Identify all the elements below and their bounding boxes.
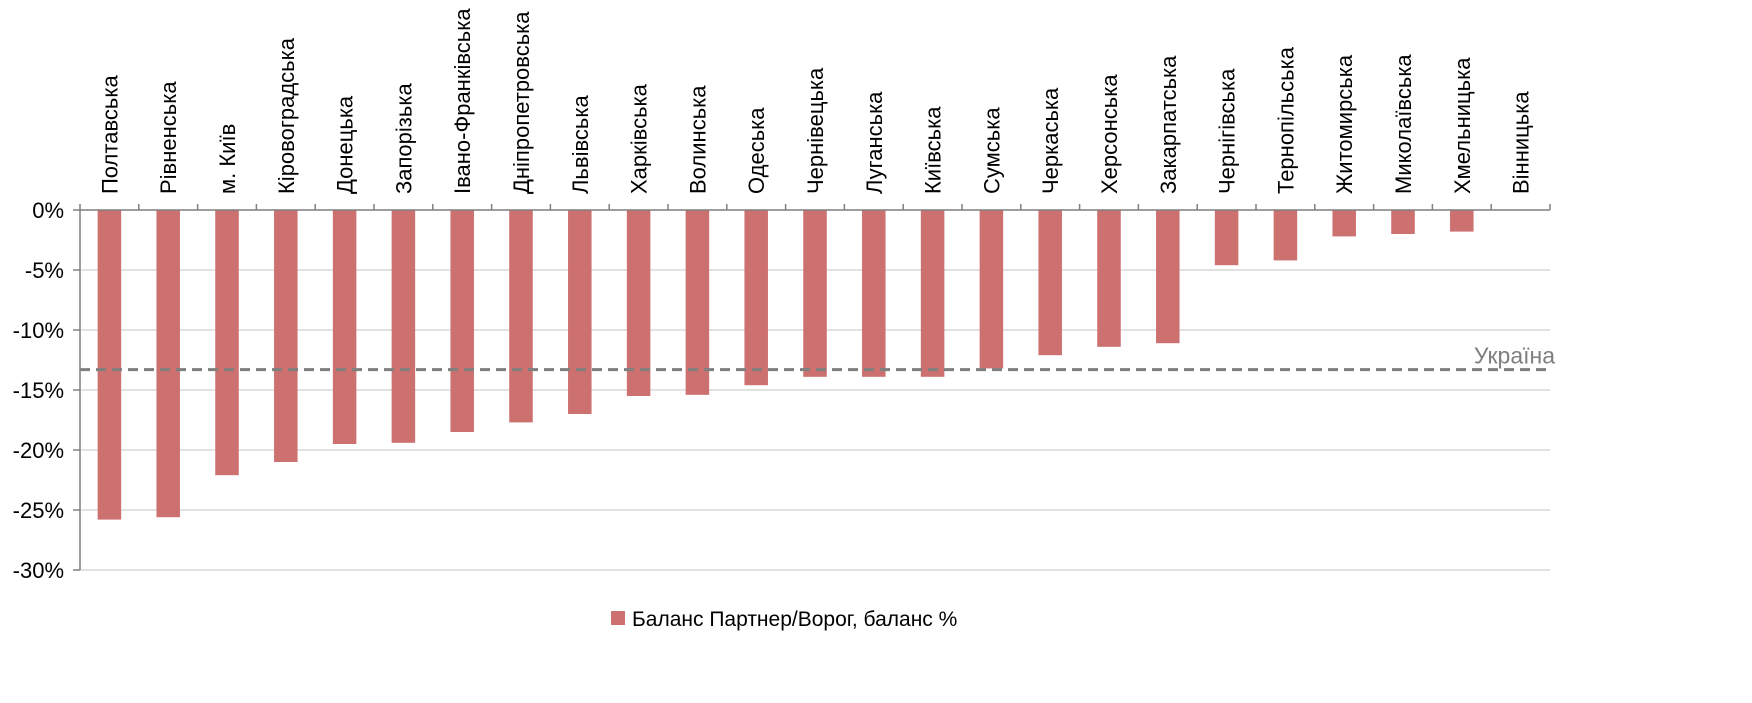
y-tick-label: 0% — [32, 198, 64, 223]
category-label: Дніпропетровська — [509, 11, 534, 194]
category-label: Одеська — [744, 107, 769, 194]
bar — [685, 210, 710, 395]
bar — [215, 210, 239, 476]
bars — [97, 210, 1474, 520]
bar — [450, 210, 474, 432]
category-label: Херсонська — [1097, 74, 1122, 194]
bar — [1450, 210, 1474, 232]
category-label: м. Київ — [215, 124, 240, 194]
bar — [391, 210, 416, 443]
category-label: Чернігівська — [1215, 68, 1240, 194]
category-label: Волинська — [685, 85, 710, 194]
category-label: Чернівецька — [803, 67, 828, 194]
y-tick-label: -10% — [13, 318, 64, 343]
bar — [920, 210, 945, 377]
category-label: Хмельницька — [1450, 57, 1475, 194]
bar — [97, 210, 122, 520]
y-tick-label: -30% — [13, 558, 64, 583]
y-tick-labels: 0% -5% -10% -15% -20% -25% -30% — [13, 198, 64, 583]
bar — [1332, 210, 1356, 237]
category-label: Закарпатська — [1156, 55, 1181, 194]
legend: Баланс Партнер/Ворог, баланс % — [611, 608, 957, 631]
axes — [73, 204, 1551, 571]
bar — [1156, 210, 1180, 344]
bar — [744, 210, 768, 386]
y-tick-label: -5% — [25, 258, 64, 283]
bar — [626, 210, 651, 396]
category-label: Донецька — [333, 95, 358, 194]
category-label: Черкаська — [1038, 87, 1063, 194]
bar — [509, 210, 533, 423]
category-label: Львівська — [568, 95, 593, 194]
category-label: Сумська — [979, 107, 1004, 194]
category-label: Рівненська — [156, 81, 181, 194]
category-label: Київська — [921, 106, 946, 194]
bar — [1214, 210, 1239, 266]
reference-line-group: Україна — [80, 343, 1555, 372]
bar — [156, 210, 180, 518]
y-tick-label: -15% — [13, 378, 64, 403]
bar — [568, 210, 592, 414]
reference-line-label: Україна — [1474, 343, 1555, 369]
category-label: Харківська — [627, 83, 652, 194]
bar — [1391, 210, 1415, 234]
legend-swatch — [611, 611, 625, 625]
category-label: Житомирська — [1332, 54, 1357, 194]
bar — [862, 210, 886, 377]
y-tick-label: -20% — [13, 438, 64, 463]
bar — [1273, 210, 1298, 261]
category-labels: Полтавська Рівненська м. Київ Кіровоградськ… — [97, 8, 1533, 194]
bar — [274, 210, 298, 462]
category-label: Миколаївська — [1391, 54, 1416, 194]
y-tick-label: -25% — [13, 498, 64, 523]
bar — [979, 210, 1004, 369]
gridlines — [80, 269, 1550, 571]
category-label: Полтавська — [97, 75, 122, 194]
category-label: Івано-Франківська — [450, 8, 475, 194]
bar — [1097, 210, 1121, 347]
category-label: Вінницька — [1509, 91, 1534, 194]
bar — [332, 210, 357, 444]
category-label: Запорізька — [391, 83, 416, 194]
legend-label: Баланс Партнер/Ворог, баланс % — [632, 608, 957, 631]
bar — [1038, 210, 1062, 356]
category-label: Тернопільська — [1273, 46, 1298, 194]
category-label: Кіровоградська — [274, 37, 299, 194]
bar — [803, 210, 827, 377]
category-label: Луганська — [862, 91, 887, 194]
